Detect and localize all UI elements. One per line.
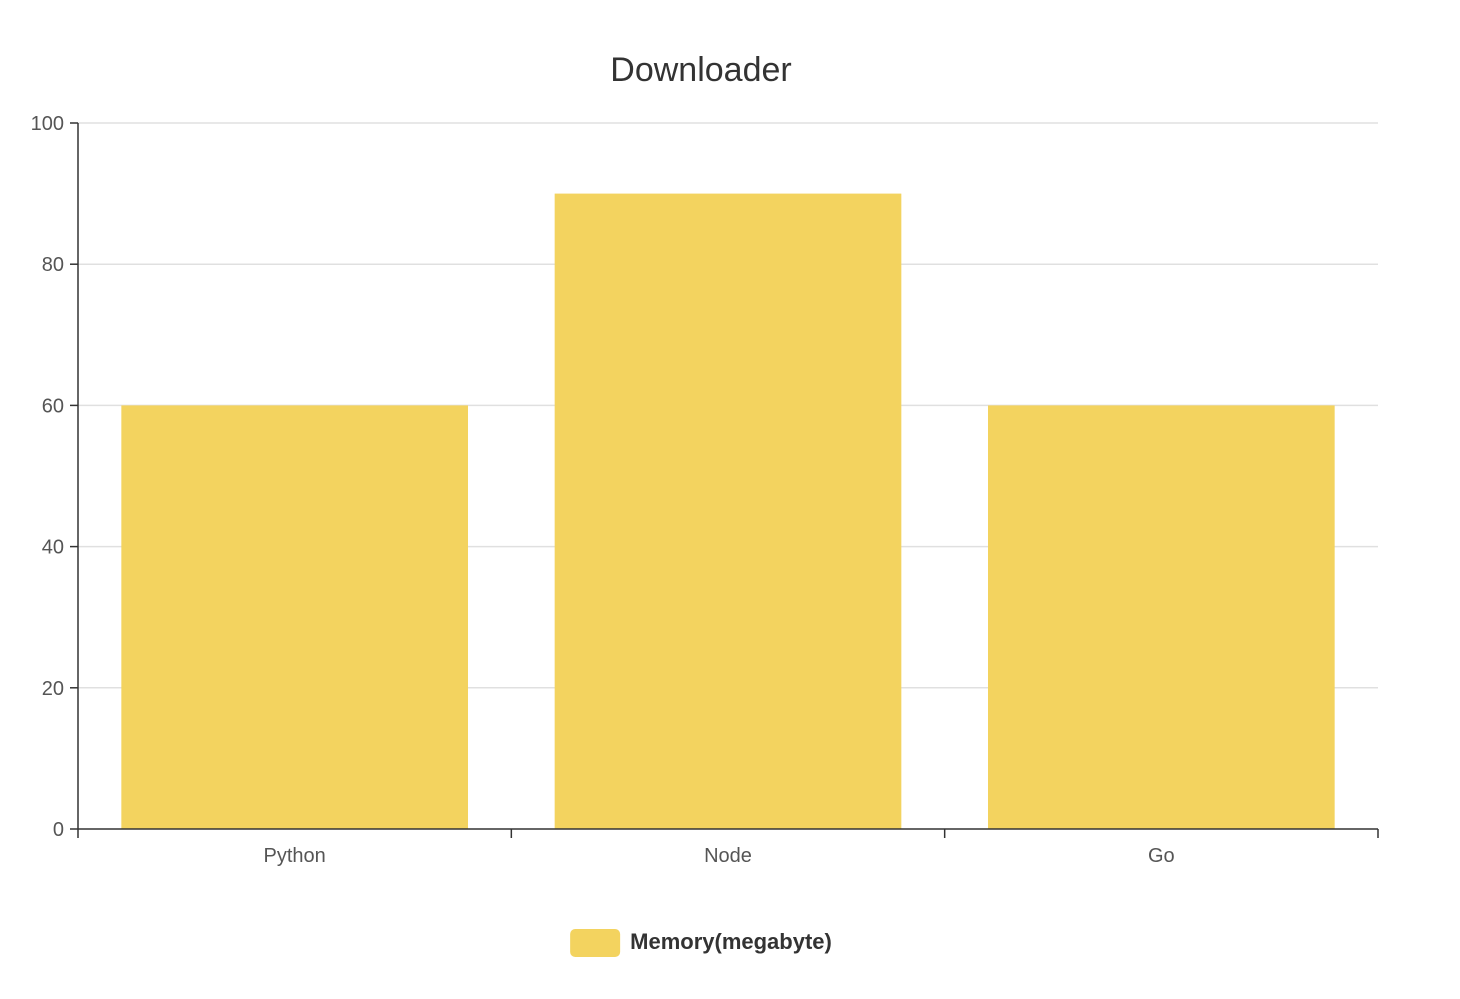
y-tick-label: 0 [53,819,64,841]
chart-title: Downloader [610,51,791,89]
bar-python[interactable] [121,405,468,829]
y-tick-label: 80 [42,254,64,276]
bars [121,193,1335,830]
y-tick-label: 20 [42,678,64,700]
x-tick-label-node: Node [704,845,752,867]
x-tick-label-python: Python [264,845,326,867]
axes: 0 20 40 60 80 100 Python Node Go [31,113,1379,867]
legend[interactable]: Memory(megabyte) [570,929,832,957]
y-tick-label: 100 [31,113,64,135]
x-tick-label-go: Go [1148,845,1175,867]
bar-go[interactable] [988,405,1335,829]
y-tick-label: 60 [42,395,64,417]
bar-node[interactable] [554,193,902,830]
legend-label[interactable]: Memory(megabyte) [630,929,832,954]
legend-swatch[interactable] [570,929,621,957]
y-tick-label: 40 [42,537,64,559]
